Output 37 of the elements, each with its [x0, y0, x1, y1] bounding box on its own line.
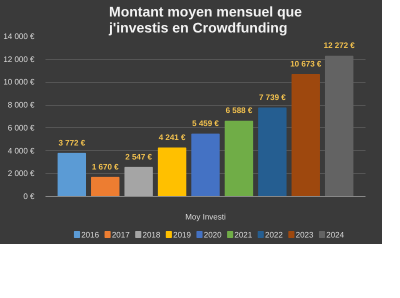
y-tick-label: 8 000 € [8, 100, 36, 110]
y-tick-label: 10 000 € [3, 78, 36, 87]
legend-label: 2017 [112, 230, 130, 240]
bar [324, 56, 354, 196]
legend-label: 2019 [173, 230, 192, 240]
bar [124, 166, 153, 196]
data-label: 6 588 € [226, 106, 253, 116]
chart-title: Montant moyen mensuel que j'investis en Crowdfunding [108, 4, 302, 36]
legend-label: 2016 [81, 230, 100, 240]
data-label: 4 241 € [158, 133, 186, 142]
bar [191, 134, 220, 196]
y-tick-label: 12 000 € [3, 54, 36, 64]
y-tick-label: 0 € [23, 192, 36, 201]
bar [58, 152, 86, 196]
bar [91, 176, 120, 196]
bar [292, 74, 320, 196]
data-label: 7 739 € [259, 93, 286, 102]
legend-label: 2023 [296, 230, 314, 240]
legend-label: 2018 [142, 230, 161, 240]
legend-label: 2020 [204, 230, 222, 240]
legend-label: 2021 [234, 230, 253, 240]
data-label: 2 547 € [125, 152, 153, 162]
data-label: 12 272 € [324, 41, 356, 50]
data-label: 3 772 € [58, 138, 86, 148]
data-label: 1 670 € [92, 162, 120, 172]
legend-label: 2024 [326, 230, 345, 240]
y-tick-label: 2 000 € [8, 169, 36, 178]
y-tick-label: 4 000 € [8, 146, 36, 156]
data-label: 10 673 € [290, 60, 322, 69]
bar [224, 120, 254, 196]
data-label: 5 459 € [192, 119, 220, 128]
bar [158, 148, 186, 196]
legend-label: 2022 [265, 230, 284, 240]
bar [258, 108, 287, 196]
y-tick-label: 14 000 € [3, 32, 36, 41]
x-tick-label: Moy Investi [185, 212, 226, 222]
y-tick-label: 6 000 € [8, 123, 36, 132]
